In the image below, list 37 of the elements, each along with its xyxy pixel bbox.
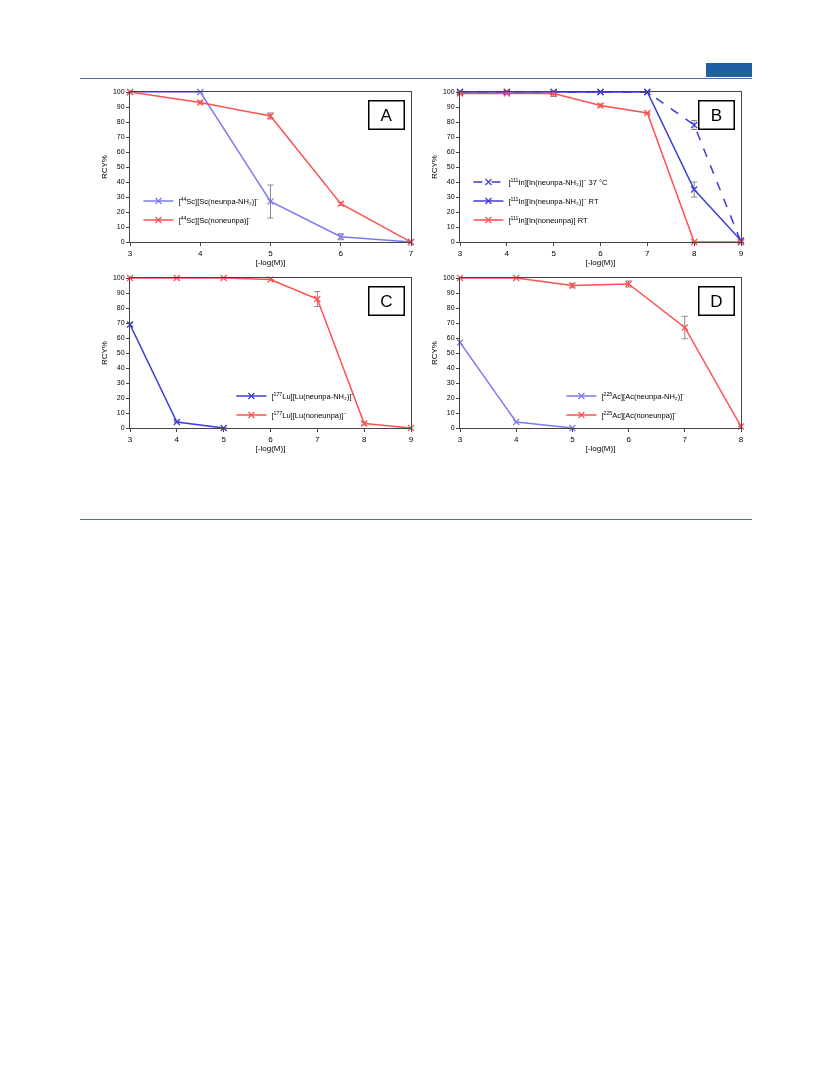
y-axis-title: RCY% bbox=[429, 340, 439, 366]
x-tick-label: 3 bbox=[127, 248, 133, 258]
x-tick-label: 3 bbox=[457, 248, 463, 258]
x-tick-label: 3 bbox=[127, 434, 133, 444]
y-axis-title: RCY% bbox=[99, 154, 109, 180]
x-axis-title: [-log(M)] bbox=[585, 257, 616, 267]
x-tick-label: 7 bbox=[645, 248, 651, 258]
x-tick-label: 9 bbox=[738, 248, 744, 258]
x-tick-label: 6 bbox=[268, 434, 274, 444]
x-tick-label: 5 bbox=[570, 434, 576, 444]
x-tick-label: 8 bbox=[738, 434, 744, 444]
x-tick-label: 5 bbox=[268, 248, 274, 258]
x-tick-label: 6 bbox=[338, 248, 344, 258]
y-axis-title: RCY% bbox=[429, 154, 439, 180]
x-tick-label: 4 bbox=[504, 248, 510, 258]
annotation: A bbox=[380, 105, 393, 125]
x-axis-title: [-log(M)] bbox=[255, 257, 286, 267]
x-tick-label: 4 bbox=[513, 434, 519, 444]
x-axis-title: [-log(M)] bbox=[255, 443, 286, 453]
x-tick-label: 5 bbox=[221, 434, 227, 444]
x-tick-label: 5 bbox=[551, 248, 557, 258]
x-tick-label: 4 bbox=[174, 434, 180, 444]
x-tick-label: 8 bbox=[361, 434, 367, 444]
x-tick-label: 8 bbox=[691, 248, 697, 258]
y-axis-title: RCY% bbox=[99, 340, 109, 366]
x-axis-title: [-log(M)] bbox=[585, 443, 616, 453]
x-tick-label: 6 bbox=[598, 248, 604, 258]
x-tick-label: 4 bbox=[198, 248, 204, 258]
annotation: B bbox=[710, 105, 723, 125]
x-tick-label: 7 bbox=[682, 434, 688, 444]
annotation: D bbox=[710, 291, 723, 311]
x-tick-label: 7 bbox=[315, 434, 321, 444]
x-tick-label: 7 bbox=[408, 248, 414, 258]
x-tick-label: 6 bbox=[626, 434, 632, 444]
x-tick-label: 9 bbox=[408, 434, 414, 444]
x-tick-label: 3 bbox=[457, 434, 463, 444]
annotation: C bbox=[380, 291, 393, 311]
